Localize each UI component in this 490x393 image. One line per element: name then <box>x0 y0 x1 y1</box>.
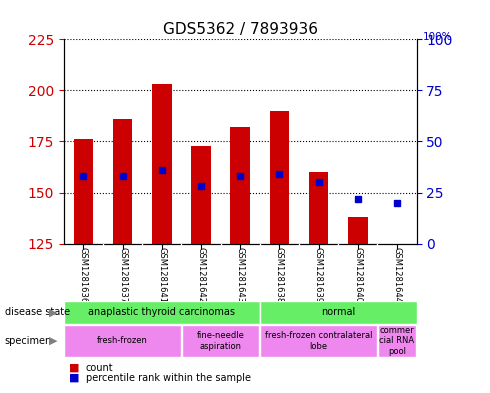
Bar <box>74 140 93 244</box>
Text: GSM1281639: GSM1281639 <box>314 246 323 303</box>
Text: disease state: disease state <box>5 307 70 318</box>
Text: fine-needle
aspiration: fine-needle aspiration <box>196 331 245 351</box>
Text: normal: normal <box>321 307 355 318</box>
Bar <box>309 172 328 244</box>
Text: GSM1281641: GSM1281641 <box>157 246 166 303</box>
Bar <box>348 217 368 244</box>
Bar <box>191 145 211 244</box>
Bar <box>64 301 260 324</box>
Text: commer
cial RNA
pool: commer cial RNA pool <box>379 326 415 356</box>
Text: anaplastic thyroid carcinomas: anaplastic thyroid carcinomas <box>88 307 235 318</box>
Text: fresh-frozen contralateral
lobe: fresh-frozen contralateral lobe <box>265 331 372 351</box>
Text: fresh-frozen: fresh-frozen <box>97 336 148 345</box>
Text: GSM1281638: GSM1281638 <box>275 246 284 303</box>
Text: ■: ■ <box>69 363 79 373</box>
Text: specimen: specimen <box>5 336 52 346</box>
Bar <box>182 325 259 357</box>
Text: GSM1281640: GSM1281640 <box>353 246 362 303</box>
Text: GSM1281637: GSM1281637 <box>118 246 127 303</box>
Bar <box>152 84 172 244</box>
Bar <box>65 325 180 357</box>
Text: ▶: ▶ <box>49 336 58 346</box>
Text: 100%: 100% <box>422 33 452 42</box>
Text: GSM1281642: GSM1281642 <box>196 246 205 303</box>
Text: ▶: ▶ <box>49 307 58 318</box>
Bar <box>230 127 250 244</box>
Bar <box>378 325 416 357</box>
Title: GDS5362 / 7893936: GDS5362 / 7893936 <box>163 22 318 37</box>
Bar <box>260 301 416 324</box>
Bar <box>270 111 289 244</box>
Text: ■: ■ <box>69 373 79 383</box>
Text: GSM1281644: GSM1281644 <box>392 246 401 303</box>
Text: GSM1281643: GSM1281643 <box>236 246 245 303</box>
Text: count: count <box>86 363 113 373</box>
Bar <box>113 119 132 244</box>
Bar <box>261 325 376 357</box>
Text: GSM1281636: GSM1281636 <box>79 246 88 303</box>
Text: percentile rank within the sample: percentile rank within the sample <box>86 373 251 383</box>
